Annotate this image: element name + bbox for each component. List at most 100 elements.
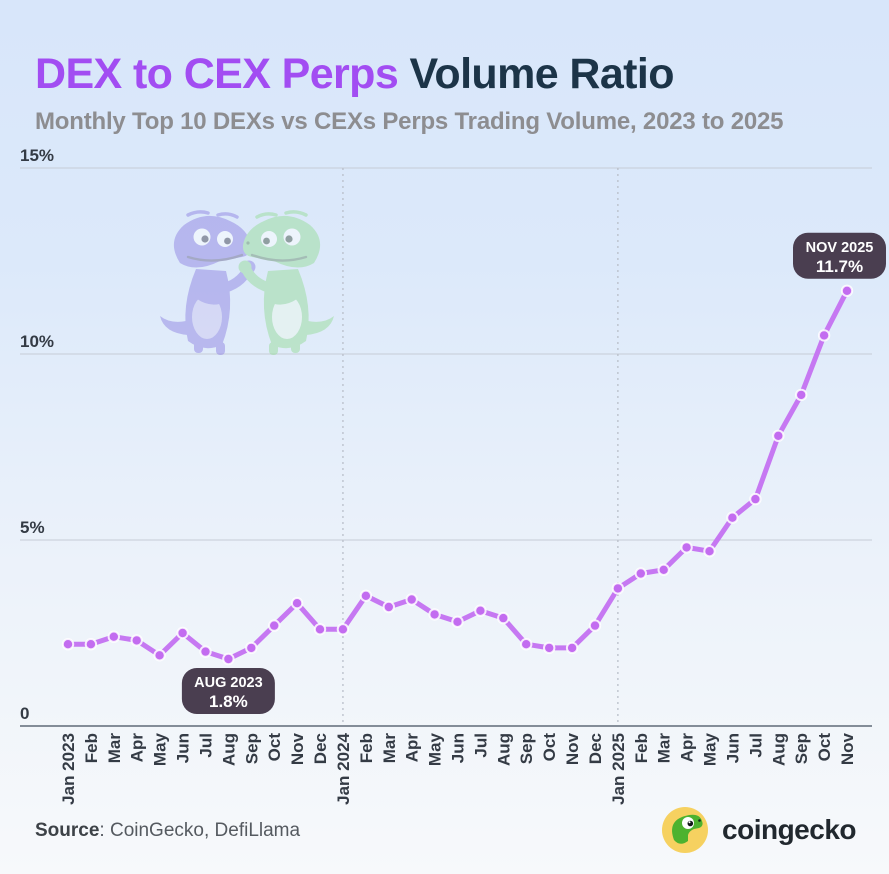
source-label: Source <box>35 820 100 841</box>
data-point <box>199 645 212 658</box>
data-point <box>451 615 464 628</box>
data-point <box>817 329 831 342</box>
brand-name: coingecko <box>722 814 856 845</box>
data-point <box>153 649 166 662</box>
x-tick-label: Oct <box>265 733 284 762</box>
annotation-badge <box>181 668 275 715</box>
series-layer: Jan 2023 Feb Mar Apr May Jun Jul Aug Sep Oct Nov De… <box>59 232 886 805</box>
data-point <box>611 582 625 595</box>
x-tick-label: Sep <box>517 733 536 764</box>
data-point <box>657 563 670 576</box>
data-point <box>543 641 556 655</box>
x-tick-label: Apr <box>678 733 697 763</box>
data-point <box>703 545 716 558</box>
x-tick-label: May <box>701 732 720 766</box>
x-tick-label: Aug <box>494 733 513 766</box>
page-title: DEX to CEX Perps Volume Ratio <box>35 53 783 96</box>
x-tick-label: May <box>426 732 445 766</box>
coingecko-brand: coingecko <box>661 806 856 854</box>
data-point <box>680 541 693 554</box>
data-point <box>336 623 350 636</box>
x-tick-label: Mar <box>105 733 124 764</box>
x-tick-label: Apr <box>403 733 422 763</box>
data-point <box>359 589 373 602</box>
y-tick-label: 5% <box>20 518 45 537</box>
annotation-value: 1.8% <box>209 692 248 711</box>
data-point <box>726 511 739 524</box>
x-tick-label: Nov <box>838 732 857 765</box>
x-tick-label: Jun <box>174 733 193 763</box>
source-attribution: Source: CoinGecko, DefiLlama <box>35 820 300 842</box>
x-tick-label: Jun <box>449 733 468 763</box>
title-accent: DEX to CEX Perps <box>35 50 399 98</box>
chart-subtitle: Monthly Top 10 DEXs vs CEXs Perps Tradin… <box>35 108 784 135</box>
green-gecko-mascot <box>238 210 334 355</box>
data-point <box>565 641 579 655</box>
data-point <box>222 652 235 666</box>
grid-layer: 0 5% 10% 15% <box>20 146 872 727</box>
x-tick-label: Nov <box>288 732 307 765</box>
x-tick-label: Jan 2024 <box>334 732 353 804</box>
x-tick-label: Dec <box>311 733 330 764</box>
y-tick-label: 0 <box>20 704 29 723</box>
x-tick-label: Jul <box>746 733 765 758</box>
data-point <box>405 593 418 606</box>
data-point <box>588 619 602 632</box>
data-point <box>520 638 533 651</box>
x-tick-label: Feb <box>632 733 651 763</box>
data-point <box>290 597 304 610</box>
data-point <box>176 626 189 640</box>
data-point <box>634 567 647 580</box>
data-point <box>840 284 854 297</box>
x-tick-label: Jul <box>196 733 215 758</box>
data-point <box>428 608 441 621</box>
x-tick-label: Jan 2025 <box>609 733 628 805</box>
x-tick-label: Sep <box>792 733 811 764</box>
data-point <box>474 604 487 617</box>
x-tick-label: Oct <box>815 733 834 762</box>
data-point <box>84 638 98 651</box>
x-tick-label: Apr <box>128 733 147 763</box>
data-point <box>61 638 75 651</box>
x-tick-label: Jul <box>471 733 490 758</box>
annotation-badge <box>793 232 886 279</box>
title-rest: Volume Ratio <box>398 50 675 98</box>
trend-line <box>65 288 850 662</box>
data-point <box>749 492 762 506</box>
data-point <box>130 634 143 647</box>
source-text: : CoinGecko, DefiLlama <box>99 820 301 841</box>
x-tick-label: May <box>151 732 170 766</box>
x-tick-label: Oct <box>540 733 559 762</box>
x-tick-label: Nov <box>563 732 582 765</box>
x-tick-label: Aug <box>219 733 238 766</box>
y-tick-label: 15% <box>20 146 54 165</box>
coingecko-logo-icon <box>662 807 709 853</box>
x-tick-label: Dec <box>586 733 605 764</box>
x-tick-label: Feb <box>357 733 376 763</box>
x-tick-label: Aug <box>769 733 788 766</box>
gecko-mascots-illustration <box>160 210 334 355</box>
x-tick-label: Sep <box>242 733 261 764</box>
data-point <box>313 623 327 636</box>
x-tick-label: Mar <box>655 733 674 764</box>
header: DEX to CEX Perps Volume Ratio Monthly To… <box>35 53 783 136</box>
data-point <box>772 429 785 442</box>
x-tick-label: Jan 2023 <box>59 733 78 805</box>
data-point <box>268 619 281 632</box>
purple-gecko-mascot <box>160 210 256 355</box>
data-point <box>245 641 258 655</box>
y-tick-label: 10% <box>20 332 54 351</box>
x-tick-label: Feb <box>82 733 101 763</box>
annotation-date: AUG 2023 <box>194 675 263 691</box>
x-tick-label: Jun <box>723 733 742 763</box>
annotation-date: NOV 2025 <box>806 240 874 256</box>
data-point <box>382 600 395 614</box>
data-point <box>497 611 510 625</box>
x-tick-label: Mar <box>380 733 399 764</box>
annotation-value: 11.7% <box>816 257 863 276</box>
data-point <box>107 630 121 643</box>
